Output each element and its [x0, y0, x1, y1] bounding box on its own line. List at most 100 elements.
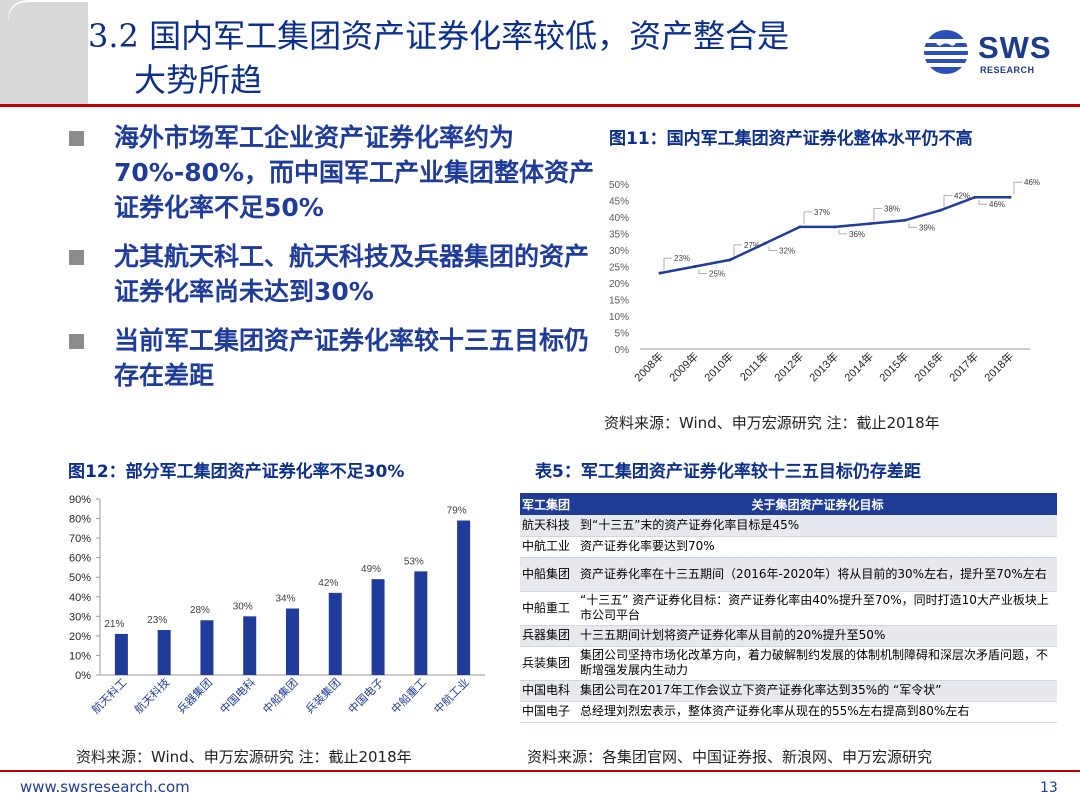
table-row: 兵装集团 集团公司坚持市场化改革方向，着力破解制约发展的体制机制障碍和深层次矛盾…: [520, 646, 1057, 681]
y-tick-label: 10%: [609, 312, 629, 323]
data-label: 53%: [404, 556, 424, 567]
bar: [457, 520, 471, 675]
data-label: 46%: [989, 200, 1005, 209]
y-tick-label: 0%: [75, 670, 91, 682]
data-point: [728, 258, 732, 262]
page-title-line2: 大势所趋: [134, 61, 263, 99]
data-point: [938, 208, 942, 212]
table-cell-group: 中航工业: [520, 536, 578, 558]
footer-website-link[interactable]: www.swsresearch.com: [20, 778, 190, 796]
data-label: 42%: [318, 578, 338, 589]
data-label: 42%: [954, 191, 970, 200]
page-number: 13: [1040, 780, 1058, 796]
table-row: 中船重工 “十三五” 资产证券化目标：资产证券化率由40%提升至70%，同时打造…: [520, 591, 1057, 626]
bullet-text: 尤其航天科工、航天科技及兵器集团的资产证券化率尚未达到30%: [114, 242, 590, 306]
data-label: 23%: [674, 254, 690, 263]
data-label: 36%: [849, 230, 865, 239]
x-tick-label: 兵装集团: [302, 675, 343, 716]
bar: [414, 571, 428, 675]
data-label: 79%: [447, 506, 467, 517]
table-cell-group: 中船重工: [520, 591, 578, 626]
data-point: [903, 218, 907, 222]
logo-text: SWS: [978, 30, 1052, 65]
fig12-bar-chart: 0% 10% 20% 30% 40% 50% 60% 70% 80% 90% 21% 23% 28% 30…: [69, 494, 485, 716]
bar: [328, 592, 342, 675]
x-tick-label: 2014年: [841, 349, 876, 384]
y-tick-label: 40%: [69, 592, 91, 604]
x-tick-label: 2011年: [737, 349, 771, 383]
sws-globe-icon: [924, 30, 968, 74]
table5-title: 表5：军工集团资产证券化率较十三五目标仍存差距: [535, 462, 921, 482]
y-tick-label: 90%: [69, 494, 91, 506]
table-row: 中国电子 总经理刘烈宏表示，整体资产证券化率从现在的55%左右提高到80%左右: [520, 701, 1057, 723]
table-cell-group: 中船集团: [520, 557, 578, 592]
y-tick-label: 60%: [69, 553, 91, 565]
square-bullet-icon: [69, 131, 84, 146]
data-label-leader: [733, 244, 742, 257]
x-tick-label: 中国电科: [217, 675, 258, 716]
sws-logo: SWS RESEARCH: [922, 28, 1062, 76]
table-cell-goal: 集团公司在2017年工作会议立下资产证券化率达到35%的 “军令状”: [578, 680, 1057, 702]
y-tick-label: 20%: [609, 279, 629, 290]
title-background-shape: [0, 0, 905, 104]
table-cell-goal: 资产证券化率在十三五期间（2016年-2020年）将从目前的30%左右，提升至7…: [578, 557, 1057, 592]
data-label-leader: [803, 211, 812, 224]
y-tick-label: 15%: [609, 296, 629, 307]
x-tick-label: 2012年: [771, 349, 806, 384]
data-label: 34%: [275, 594, 295, 605]
y-tick-label: 40%: [609, 213, 629, 224]
bar: [243, 616, 257, 675]
table5-source: 资料来源：各集团官网、中国证券报、新浪网、申万宏源研究: [527, 748, 933, 766]
y-tick-label: 30%: [609, 246, 629, 257]
y-tick-label: 30%: [69, 611, 91, 623]
fig12-title: 图12：部分军工集团资产证券化率不足30%: [68, 462, 405, 482]
x-tick-label: 兵器集团: [174, 675, 215, 716]
x-tick-label: 2016年: [911, 349, 946, 384]
bar: [157, 630, 171, 675]
data-label: 25%: [709, 270, 725, 279]
data-point: [763, 241, 767, 245]
table-row: 兵器集团 十三五期间计划将资产证券化率从目前的20%提升至50%: [520, 625, 1057, 647]
y-tick-label: 0%: [615, 345, 630, 356]
data-label-leader: [663, 257, 672, 271]
x-tick-label: 2013年: [806, 349, 841, 384]
data-label-leader: [698, 269, 707, 274]
y-tick-label: 20%: [69, 631, 91, 643]
x-tick-label: 2008年: [631, 349, 666, 384]
y-tick-label: 50%: [69, 572, 91, 584]
square-bullet-icon: [69, 334, 84, 349]
data-label: 46%: [1024, 178, 1040, 187]
table-cell-group: 兵器集团: [520, 625, 578, 647]
y-tick-label: 45%: [609, 197, 629, 208]
x-tick-label: 航天科技: [131, 675, 172, 716]
y-tick-label: 80%: [69, 514, 91, 526]
data-label: 37%: [814, 208, 830, 217]
x-tick-label: 中船重工: [388, 675, 429, 716]
data-label: 23%: [147, 615, 167, 626]
data-point: [833, 225, 837, 229]
data-label: 28%: [190, 605, 210, 616]
table-cell-group: 中国电科: [520, 680, 578, 702]
title-divider: [0, 104, 1080, 107]
page-title: 3.2 国内军工集团资产证券化率较低，资产整合是 大势所趋: [88, 14, 888, 102]
table-cell-goal: 十三五期间计划将资产证券化率从目前的20%提升至50%: [578, 625, 1057, 647]
table-cell-goal: “十三五” 资产证券化目标：资产证券化率由40%提升至70%，同时打造10大产业…: [578, 591, 1057, 626]
x-tick-label: 2010年: [701, 349, 736, 384]
bullet-text: 当前军工集团资产证券化率较十三五目标仍存在差距: [114, 326, 590, 390]
data-label-leader: [873, 208, 882, 221]
logo-subtext: RESEARCH: [980, 65, 1035, 75]
y-tick-label: 25%: [609, 263, 629, 274]
table-header-row: 军工集团 关于集团资产证券化目标: [520, 493, 1057, 515]
table-row: 中国电科 集团公司在2017年工作会议立下资产证券化率达到35%的 “军令状”: [520, 680, 1057, 702]
y-tick-label: 35%: [609, 230, 629, 241]
data-label: 30%: [233, 601, 253, 612]
bar: [371, 579, 385, 675]
x-tick-label: 2015年: [876, 349, 911, 384]
data-point: [1008, 195, 1012, 199]
data-label: 38%: [884, 205, 900, 214]
data-label-leader: [978, 200, 987, 205]
footer-divider: [0, 770, 1080, 772]
table-cell-goal: 资产证券化率要达到70%: [578, 536, 1057, 558]
x-tick-label: 中国电子: [346, 676, 386, 716]
data-label-leader: [943, 195, 952, 208]
